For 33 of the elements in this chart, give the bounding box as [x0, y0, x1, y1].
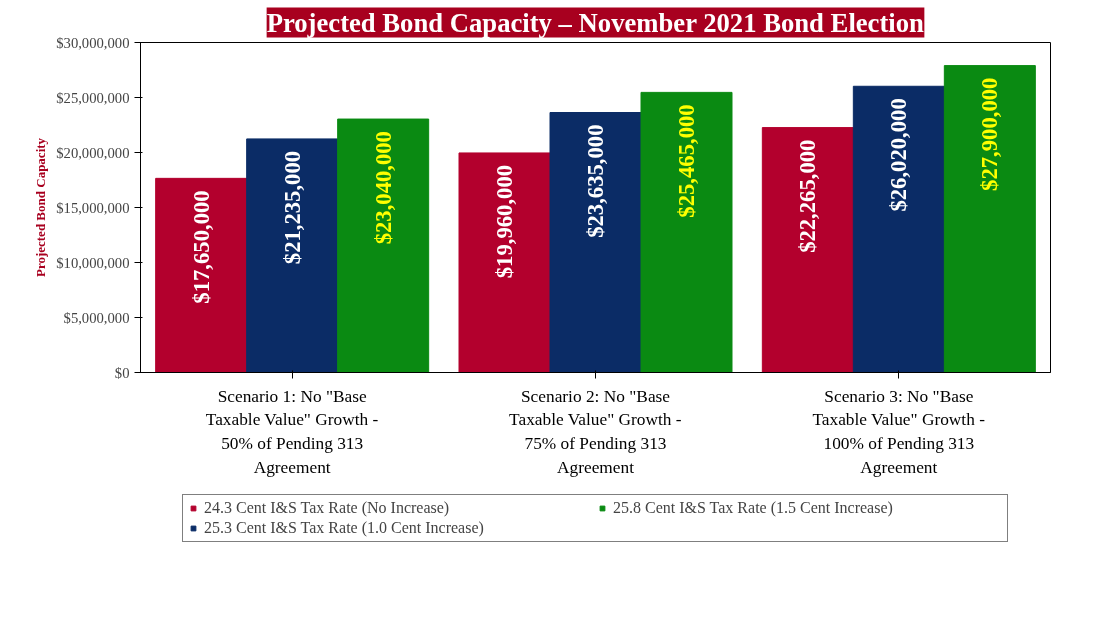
y-tick-label: $0 — [114, 364, 130, 381]
legend-label: 25.8 Cent I&S Tax Rate (1.5 Cent Increase) — [613, 499, 894, 517]
data-label: $19,960,000 — [492, 164, 517, 279]
data-label: $23,040,000 — [370, 131, 396, 245]
y-tick-label: $25,000,000 — [56, 89, 130, 106]
bar — [943, 65, 1036, 373]
y-tick-label: $30,000,000 — [56, 34, 130, 51]
bar — [155, 177, 248, 373]
data-label: $25,465,000 — [674, 104, 699, 218]
x-tick-label: Scenario 3: No "Base Taxable Value" Growth - 100% of Pending 313 Agreement — [812, 386, 986, 477]
chart-title: Projected Bond Capacity – November 2021 Bond Election — [266, 7, 925, 38]
y-tick-label: $10,000,000 — [56, 254, 130, 271]
y-tick-label: $5,000,000 — [63, 309, 130, 326]
data-label: $17,650,000 — [188, 190, 214, 304]
data-label: $22,265,000 — [795, 139, 821, 253]
x-tick-label: Scenario 2: No "Base Taxable Value" Growth - 75% of Pending 313 Agreement — [509, 386, 682, 477]
data-label: $23,635,000 — [583, 124, 608, 238]
data-label: $26,020,000 — [886, 98, 912, 212]
data-label: $21,235,000 — [279, 150, 305, 265]
legend-label: 25.3 Cent I&S Tax Rate (1.0 Cent Increase) — [204, 519, 485, 537]
x-tick-label: Scenario 1: No "Base Taxable Value" Growth - 50% of Pending 313 Agreement — [205, 386, 379, 477]
bar — [640, 91, 733, 373]
y-tick-label: $15,000,000 — [56, 199, 130, 216]
y-axis-title: Projected Bond Capacity — [33, 137, 49, 278]
bar — [458, 152, 551, 373]
data-label: $27,900,000 — [977, 77, 1003, 191]
bar — [337, 118, 430, 373]
bar — [246, 138, 339, 373]
legend-label: 24.3 Cent I&S Tax Rate (No Increase) — [204, 499, 451, 517]
bar — [549, 112, 642, 373]
bar — [761, 127, 854, 373]
bar — [852, 85, 945, 373]
y-tick-label: $20,000,000 — [56, 144, 130, 161]
